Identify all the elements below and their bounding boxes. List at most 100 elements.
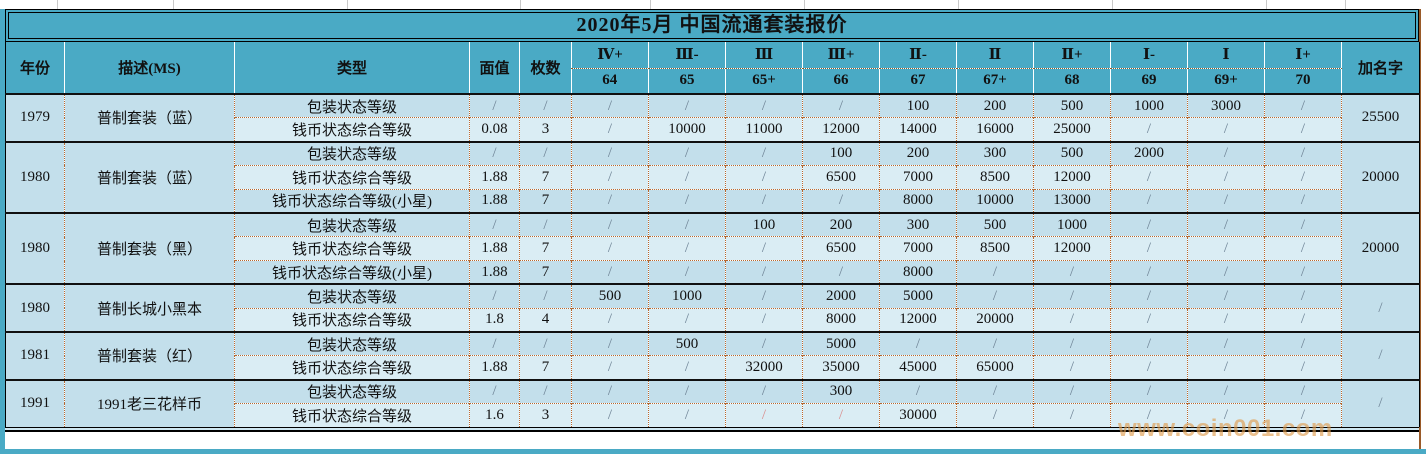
col-grade-top-0: Ⅳ+	[571, 42, 649, 69]
price-cell: 7000	[879, 236, 957, 261]
price-cell: /	[571, 355, 649, 380]
price-cell: /	[725, 283, 803, 309]
price-cell: 2000	[1110, 140, 1188, 166]
price-cell: 8000	[879, 188, 957, 213]
price-cell: /	[571, 378, 649, 404]
addname-cell: 20000	[1341, 140, 1420, 213]
price-cell: 12000	[879, 307, 957, 332]
price-cell: /	[571, 330, 649, 356]
price-cell: /	[1264, 307, 1342, 332]
face-value-cell: 1.6	[469, 402, 520, 428]
face-value-cell: /	[469, 93, 520, 118]
col-count: 枚数	[519, 42, 572, 94]
addname-cell: /	[1341, 283, 1420, 332]
type-cell: 钱币状态综合等级	[234, 355, 470, 380]
table-right-border	[1419, 9, 1421, 449]
gridline	[520, 0, 521, 9]
price-cell: 500	[571, 283, 649, 309]
price-cell: 500	[1033, 140, 1111, 166]
price-cell: 500	[956, 211, 1034, 237]
piece-count-cell: 4	[519, 307, 572, 332]
gridline	[804, 0, 805, 9]
face-value-cell: /	[469, 283, 520, 309]
price-cell: /	[571, 236, 649, 261]
addname-cell: 25500	[1341, 93, 1420, 142]
price-cell: 200	[956, 93, 1034, 118]
price-cell: /	[1187, 211, 1265, 237]
price-cell: 12000	[1033, 164, 1111, 190]
price-cell: /	[571, 307, 649, 332]
price-cell: /	[1187, 307, 1265, 332]
price-cell: /	[1264, 330, 1342, 356]
piece-count-cell: /	[519, 330, 572, 356]
desc-cell: 普制套装（黑）	[64, 211, 235, 285]
price-cell: 65000	[956, 355, 1034, 380]
price-cell: /	[956, 402, 1034, 428]
price-cell: 25000	[1033, 117, 1111, 142]
price-cell: /	[1264, 355, 1342, 380]
year-cell: 1980	[5, 283, 65, 332]
gridline	[1266, 0, 1267, 9]
col-grade-num-1: 65	[648, 68, 726, 94]
price-cell: /	[725, 188, 803, 213]
price-table: 年份 描述(MS) 类型 面值 枚数 Ⅳ+ Ⅲ- Ⅲ Ⅲ+ Ⅱ- Ⅱ Ⅱ+ Ⅰ- Ⅰ Ⅰ+ 加名字 64 65 65…	[5, 42, 1420, 428]
price-cell: 16000	[956, 117, 1034, 142]
desc-cell: 普制套装（红）	[64, 330, 235, 380]
table-row: 1991 1991老三花样币 包装状态等级 / / / //300// / / / / /	[5, 378, 1420, 428]
price-cell: /	[1033, 260, 1111, 285]
price-cell: /	[1033, 355, 1111, 380]
type-cell: 钱币状态综合等级(小星)	[234, 188, 470, 213]
piece-count-cell: 7	[519, 260, 572, 285]
type-cell: 包装状态等级	[234, 330, 470, 356]
price-cell: /	[956, 283, 1034, 309]
table-header: 年份 描述(MS) 类型 面值 枚数 Ⅳ+ Ⅲ- Ⅲ Ⅲ+ Ⅱ- Ⅱ Ⅱ+ Ⅰ- Ⅰ Ⅰ+ 加名字 64 65 65…	[5, 42, 1420, 94]
addname-cell: 20000	[1341, 211, 1420, 285]
price-cell: /	[725, 260, 803, 285]
gridline	[57, 0, 58, 9]
price-cell: 7000	[879, 164, 957, 190]
year-cell: 1980	[5, 211, 65, 285]
price-cell: /	[1110, 402, 1188, 428]
piece-count-cell: 7	[519, 355, 572, 380]
col-grade-top-4: Ⅱ-	[879, 42, 957, 69]
year-cell: 1991	[5, 378, 65, 428]
price-cell: 10000	[956, 188, 1034, 213]
price-cell: /	[571, 188, 649, 213]
price-cell: /	[1264, 402, 1342, 428]
price-cell: 32000	[725, 355, 803, 380]
price-cell: 8000	[802, 307, 880, 332]
price-cell: /	[648, 164, 726, 190]
price-cell: /	[571, 260, 649, 285]
year-cell: 1980	[5, 140, 65, 213]
type-cell: 钱币状态综合等级	[234, 402, 470, 428]
gridline	[1112, 0, 1113, 9]
price-cell: /	[1033, 307, 1111, 332]
col-grade-num-4: 67	[879, 68, 957, 94]
col-grade-top-7: Ⅰ-	[1110, 42, 1188, 69]
type-cell: 包装状态等级	[234, 93, 470, 118]
face-value-cell: /	[469, 211, 520, 237]
table-row: 1981 普制套装（红） 包装状态等级 / //500/5000// / / / / /	[5, 330, 1420, 380]
price-cell: /	[1264, 211, 1342, 237]
price-cell: /	[1110, 355, 1188, 380]
col-type: 类型	[234, 42, 470, 94]
price-cell: /	[1264, 93, 1342, 118]
price-cell: /	[571, 211, 649, 237]
price-cell: 8000	[879, 260, 957, 285]
col-grade-num-9: 70	[1264, 68, 1342, 94]
price-cell: /	[1264, 236, 1342, 261]
col-grade-top-5: Ⅱ	[956, 42, 1034, 69]
table-row: 钱币状态综合等级 1.88 7///6500 7000 8500 12000// /	[6, 236, 1420, 261]
face-value-cell: 1.8	[469, 307, 520, 332]
price-cell: /	[1033, 378, 1111, 404]
type-cell: 钱币状态综合等级(小星)	[234, 260, 470, 285]
piece-count-cell: 7	[519, 188, 572, 213]
price-cell: /	[571, 117, 649, 142]
table-row: 1979 普制套装（蓝） 包装状态等级 / / / / //100 200 500 1000 3000…	[5, 93, 1420, 142]
group-1980-1: 1980 普制套装（蓝） 包装状态等级 / / / //100 200 300 500 2000//…	[5, 140, 1420, 213]
price-cell: /	[1187, 260, 1265, 285]
price-cell: /	[725, 164, 803, 190]
price-cell: /	[1187, 402, 1265, 428]
face-value-cell: 0.08	[469, 117, 520, 142]
price-cell: /	[1187, 188, 1265, 213]
